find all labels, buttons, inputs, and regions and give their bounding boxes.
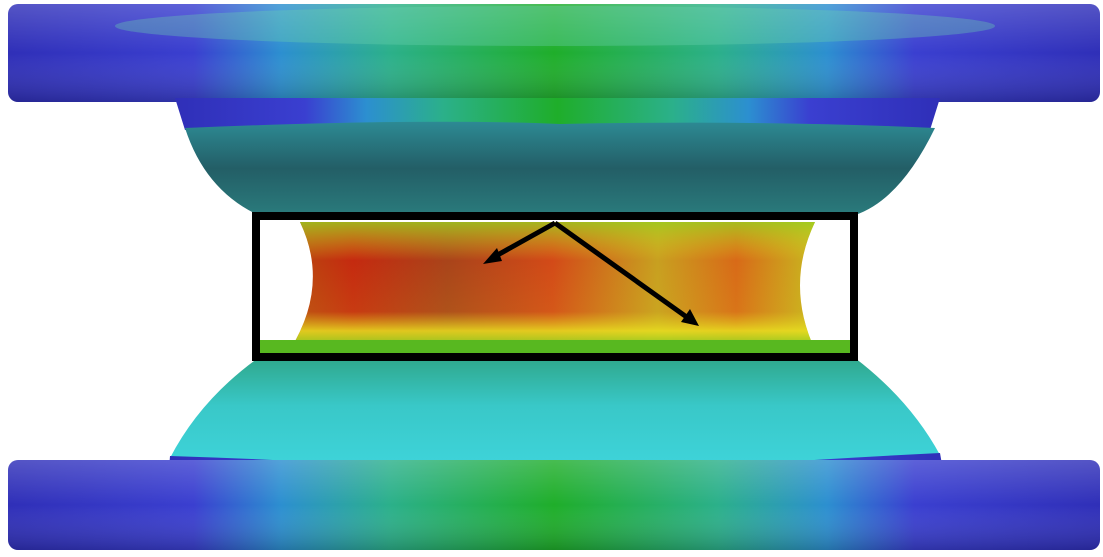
- bottom-flange-shade: [8, 460, 1100, 550]
- page: {}: [0, 0, 1103, 557]
- core-shade: [290, 222, 815, 350]
- render: [0, 0, 1103, 557]
- upper-cone: [185, 122, 935, 215]
- core-bottom-band: [259, 340, 851, 354]
- top-flange-face: [115, 6, 995, 46]
